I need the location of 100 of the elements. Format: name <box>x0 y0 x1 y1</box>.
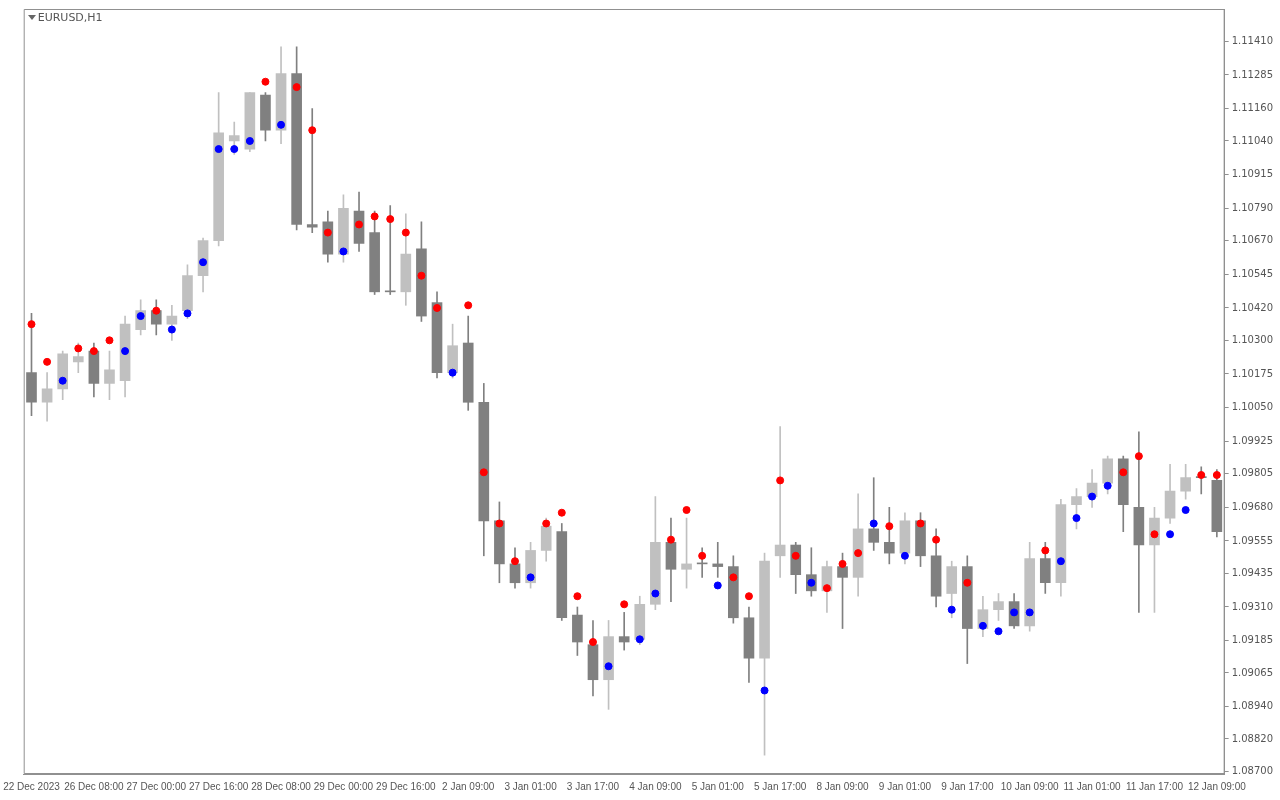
x-tick-label: 22 Dec 2023 <box>3 780 61 792</box>
point <box>1134 452 1143 461</box>
y-tick-label: 1.11285 <box>1231 68 1274 80</box>
chart-title: EURUSD,H1 <box>37 11 103 24</box>
y-tick-label: 1.08820 <box>1231 732 1274 744</box>
y-tick-label: 1.10670 <box>1231 234 1274 246</box>
y-tick-label: 1.09555 <box>1231 534 1274 546</box>
point <box>1119 468 1128 477</box>
point <box>370 212 379 221</box>
point <box>682 506 691 515</box>
y-tick-label: 1.09680 <box>1231 500 1274 512</box>
point <box>277 120 286 129</box>
point <box>448 368 457 377</box>
point <box>292 83 301 92</box>
candlestick <box>478 383 490 557</box>
point <box>43 357 52 366</box>
y-tick-label: 1.10790 <box>1231 201 1274 213</box>
point <box>323 228 332 237</box>
point <box>620 600 629 609</box>
candlestick <box>852 493 864 597</box>
point <box>994 627 1003 636</box>
point <box>635 635 644 644</box>
point <box>729 573 738 582</box>
x-tick-label: 5 Jan 17:00 <box>754 780 807 792</box>
y-tick-label: 1.10175 <box>1231 367 1274 379</box>
y-tick-label: 1.09185 <box>1231 634 1274 646</box>
x-tick-label: 27 Dec 16:00 <box>188 780 249 792</box>
point <box>932 535 941 544</box>
x-tick-label: 4 Jan 09:00 <box>629 780 682 792</box>
y-tick-label: 1.09065 <box>1231 666 1274 678</box>
x-tick-label: 28 Dec 08:00 <box>251 780 312 792</box>
point <box>542 519 551 528</box>
candlestick <box>275 46 287 145</box>
y-tick-label: 1.10300 <box>1231 333 1274 345</box>
y-tick-label: 1.09805 <box>1231 467 1274 479</box>
point <box>947 605 956 614</box>
point <box>573 592 582 601</box>
point <box>604 662 613 671</box>
x-tick-label: 12 Jan 09:00 <box>1187 780 1247 792</box>
candlestick <box>1055 498 1067 597</box>
y-tick-label: 1.09435 <box>1231 566 1274 578</box>
x-tick-label: 26 Dec 08:00 <box>64 780 125 792</box>
point <box>557 508 566 517</box>
x-tick-label: 9 Jan 01:00 <box>878 780 932 792</box>
point <box>1103 481 1112 490</box>
x-tick-label: 3 Jan 01:00 <box>504 780 558 792</box>
point <box>58 376 67 385</box>
point <box>1072 514 1081 523</box>
point <box>1025 608 1034 617</box>
x-tick-label: 8 Jan 09:00 <box>816 780 870 792</box>
point <box>386 215 395 224</box>
point <box>464 301 473 310</box>
x-tick-label: 9 Jan 17:00 <box>941 780 994 792</box>
candlestick <box>431 291 443 379</box>
point <box>339 247 348 256</box>
y-tick-label: 1.11160 <box>1231 102 1274 114</box>
point <box>230 145 239 154</box>
point <box>1166 530 1175 539</box>
point <box>651 589 660 598</box>
point <box>1041 546 1050 555</box>
point <box>526 573 535 582</box>
x-tick-label: 2 Jan 09:00 <box>442 780 495 792</box>
y-tick-label: 1.10420 <box>1231 301 1274 313</box>
candlestick <box>306 108 318 233</box>
x-tick-label: 5 Jan 01:00 <box>691 780 745 792</box>
point <box>698 551 707 560</box>
x-tick-label: 29 Dec 16:00 <box>376 780 436 792</box>
point <box>713 581 722 590</box>
point <box>760 686 769 695</box>
point <box>963 578 972 587</box>
point <box>27 320 36 329</box>
point <box>183 309 192 318</box>
point <box>588 638 597 647</box>
point <box>978 621 987 630</box>
point <box>1056 557 1065 566</box>
point <box>900 551 909 560</box>
point <box>74 344 83 353</box>
y-tick-label: 1.08700 <box>1231 764 1274 776</box>
point <box>916 519 925 528</box>
point <box>1212 471 1221 479</box>
candlestick <box>1024 542 1036 632</box>
point <box>511 557 519 566</box>
point <box>776 476 785 485</box>
point <box>167 325 176 334</box>
point <box>105 336 114 345</box>
x-tick-label: 3 Jan 17:00 <box>566 780 620 792</box>
candlestick <box>961 555 973 664</box>
x-tick-label: 11 Jan 17:00 <box>1125 780 1184 792</box>
point <box>822 584 831 593</box>
y-tick-label: 1.08940 <box>1231 700 1274 712</box>
point <box>401 228 410 237</box>
point <box>417 271 426 280</box>
point <box>308 126 317 135</box>
y-tick-label: 1.10545 <box>1231 267 1274 279</box>
candlestick <box>119 315 131 398</box>
y-tick-label: 1.11040 <box>1231 134 1274 146</box>
point <box>89 347 98 356</box>
point <box>869 519 878 528</box>
point <box>854 549 863 558</box>
point <box>1181 506 1190 515</box>
